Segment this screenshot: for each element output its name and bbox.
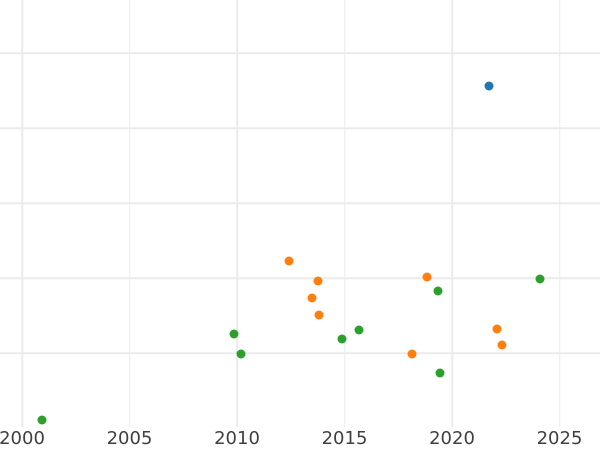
green-data-point <box>433 286 443 296</box>
x-tick-label: 2015 <box>321 428 368 449</box>
horizontal-gridline <box>0 202 600 204</box>
green-data-point <box>535 274 545 284</box>
orange-data-point <box>313 276 323 286</box>
vertical-gridline <box>21 0 23 427</box>
green-data-point <box>354 325 364 335</box>
orange-data-point <box>492 324 502 334</box>
orange-data-point <box>284 256 294 266</box>
x-tick-label: 2010 <box>214 428 260 449</box>
orange-data-point <box>314 310 324 320</box>
blue-data-point <box>484 81 494 91</box>
vertical-gridline <box>343 0 346 427</box>
vertical-gridline <box>128 0 131 427</box>
x-tick-label: 2000 <box>0 428 45 449</box>
green-data-point <box>435 368 445 378</box>
green-data-point <box>37 415 47 425</box>
x-tick-label: 2020 <box>429 428 475 449</box>
green-data-point <box>337 334 347 344</box>
orange-data-point <box>307 293 317 303</box>
horizontal-gridline <box>0 127 600 129</box>
vertical-gridline <box>558 0 561 427</box>
vertical-gridline <box>236 0 238 427</box>
x-tick-label: 2005 <box>106 428 153 449</box>
vertical-gridline <box>451 0 453 427</box>
plot-area <box>0 0 600 427</box>
green-data-point <box>236 349 246 359</box>
horizontal-gridline <box>0 52 600 54</box>
x-tick-label: 2025 <box>536 428 583 449</box>
orange-data-point <box>407 349 417 359</box>
green-data-point <box>229 329 239 339</box>
x-axis: 2000 2005 2010 2015 2020 2025 <box>0 427 600 450</box>
orange-data-point <box>497 340 507 350</box>
horizontal-gridline <box>0 352 600 354</box>
horizontal-gridline <box>0 277 600 279</box>
orange-data-point <box>422 272 432 282</box>
